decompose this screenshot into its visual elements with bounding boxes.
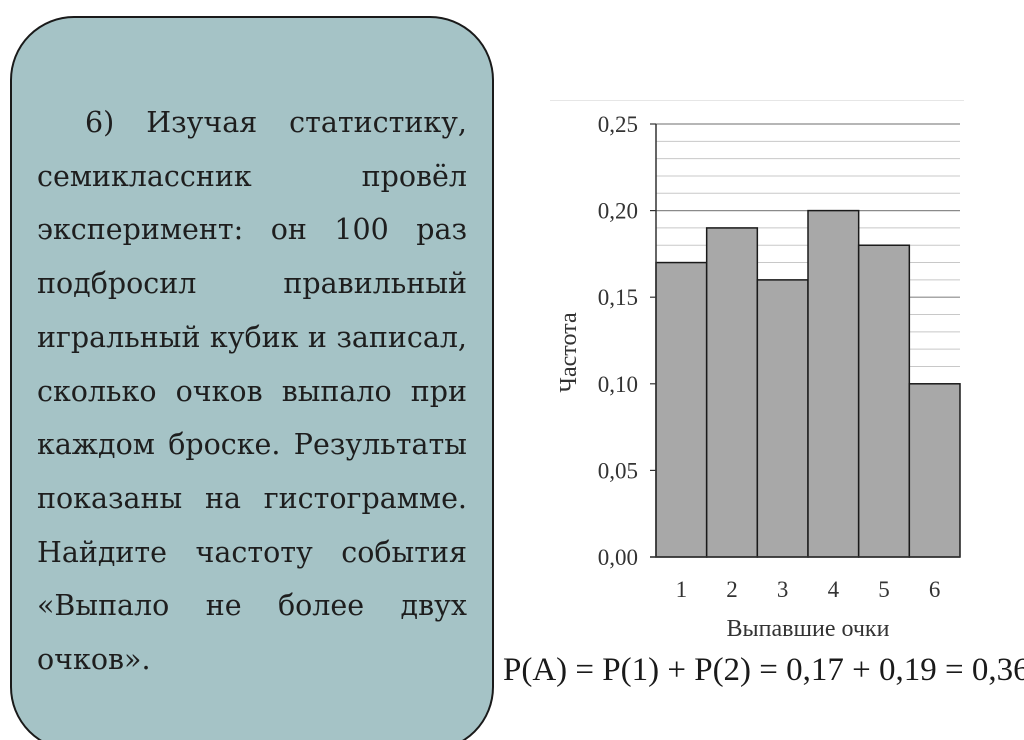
x-axis-label: Выпавшие очки: [727, 616, 890, 642]
x-tick-labels: 1 2 3 4 5 6: [676, 577, 941, 602]
x-tick-label: 4: [828, 577, 840, 602]
bar-5: [857, 244, 911, 558]
y-tick-label: 0,20: [598, 199, 638, 224]
chart-axes: [650, 124, 960, 558]
divider: [550, 100, 964, 101]
y-tick-label: 0,05: [598, 458, 638, 483]
y-tick-label: 0,15: [598, 285, 638, 310]
chart-bars: [655, 209, 961, 558]
y-tick-labels: 0,00 0,05 0,10 0,15 0,20 0,25: [598, 112, 656, 570]
y-tick-label: 0,25: [598, 112, 638, 137]
x-tick-label: 3: [777, 577, 789, 602]
x-tick-label: 1: [676, 577, 688, 602]
x-tick-label: 6: [929, 577, 941, 602]
x-tick-label: 2: [726, 577, 738, 602]
problem-card: [10, 16, 494, 740]
histogram-chart: 0,00 0,05 0,10 0,15 0,20 0,25 1 2 3 4 5 6 Выпавшие…: [556, 112, 961, 642]
y-tick-label: 0,10: [598, 372, 638, 397]
x-tick-label: 5: [878, 577, 890, 602]
y-tick-label: 0,00: [598, 545, 638, 570]
problem-text: 6) Изучая статистику, семиклассник провё…: [37, 106, 467, 677]
bar-6: [908, 383, 961, 558]
bar-4: [807, 209, 860, 558]
bar-2: [705, 227, 759, 558]
y-axis-label: Частота: [556, 312, 582, 393]
bar-1: [655, 261, 708, 558]
bar-3: [756, 279, 809, 558]
solution-formula: P(A) = P(1) + P(2) = 0,17 + 0,19 = 0,36: [503, 652, 1024, 688]
